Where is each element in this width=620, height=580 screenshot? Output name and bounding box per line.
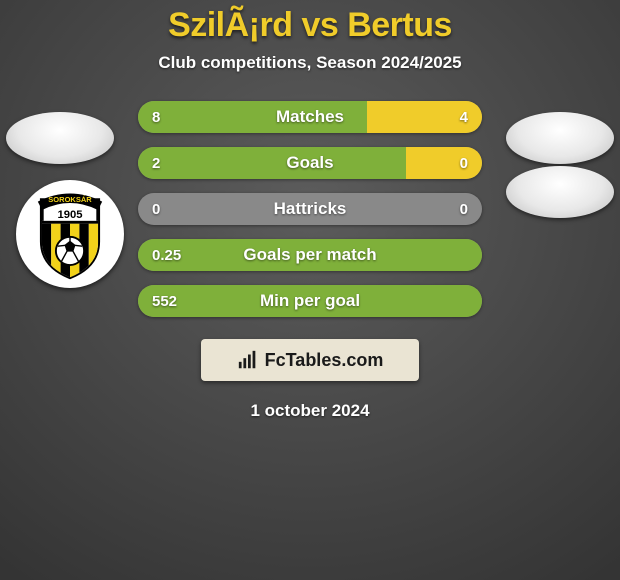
comparison-bars: 84Matches20Goals00Hattricks0.25Goals per… bbox=[138, 101, 482, 317]
club-badge-svg: SOROKSÁR 1905 bbox=[23, 187, 117, 281]
bar-value-right: 4 bbox=[460, 101, 468, 133]
club-badge: SOROKSÁR 1905 bbox=[16, 180, 124, 288]
bar-left-fill bbox=[138, 285, 482, 317]
bar-value-left: 0.25 bbox=[152, 239, 181, 271]
bar-base bbox=[138, 193, 482, 225]
bar-row: 84Matches bbox=[138, 101, 482, 133]
bar-row: 20Goals bbox=[138, 147, 482, 179]
emblem-player-right-1 bbox=[506, 112, 614, 164]
bar-left-fill bbox=[138, 101, 367, 133]
bar-right-fill bbox=[406, 147, 482, 179]
bar-row: 552Min per goal bbox=[138, 285, 482, 317]
bar-value-left: 2 bbox=[152, 147, 160, 179]
bar-value-left: 0 bbox=[152, 193, 160, 225]
bar-row: 0.25Goals per match bbox=[138, 239, 482, 271]
page-title: SzilÃ¡rd vs Bertus bbox=[168, 6, 452, 45]
bar-row: 00Hattricks bbox=[138, 193, 482, 225]
subtitle: Club competitions, Season 2024/2025 bbox=[158, 53, 461, 73]
bar-value-right: 0 bbox=[460, 147, 468, 179]
bar-value-left: 8 bbox=[152, 101, 160, 133]
bar-left-fill bbox=[138, 147, 406, 179]
bar-left-fill bbox=[138, 239, 482, 271]
bar-value-left: 552 bbox=[152, 285, 177, 317]
svg-text:SOROKSÁR: SOROKSÁR bbox=[48, 195, 92, 204]
emblem-player-right-2 bbox=[506, 166, 614, 218]
date-label: 1 october 2024 bbox=[250, 401, 369, 421]
emblem-player-left bbox=[6, 112, 114, 164]
chart-bars-icon bbox=[237, 349, 259, 371]
bar-value-right: 0 bbox=[460, 193, 468, 225]
site-badge[interactable]: FcTables.com bbox=[201, 339, 419, 381]
site-label: FcTables.com bbox=[265, 350, 384, 371]
svg-text:1905: 1905 bbox=[57, 209, 82, 221]
